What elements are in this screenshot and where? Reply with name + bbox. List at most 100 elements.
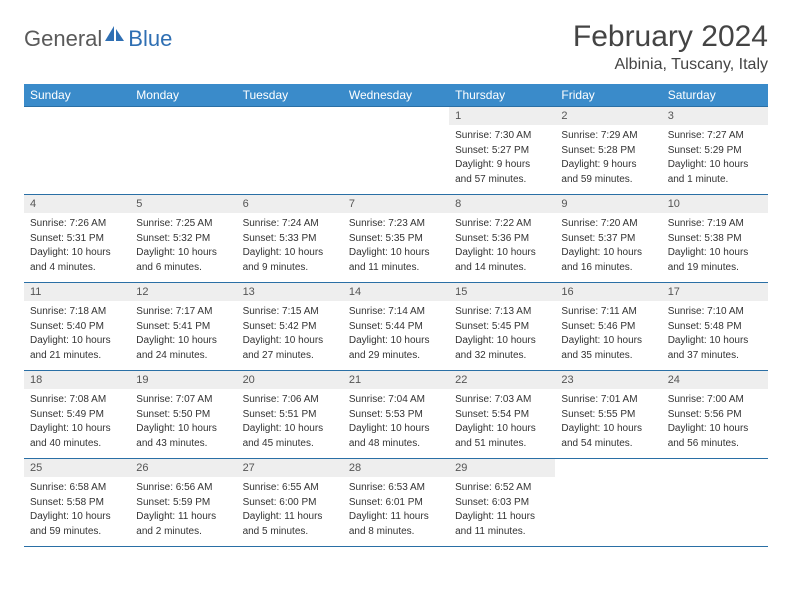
header: General Blue February 2024 Albinia, Tusc… — [24, 20, 768, 74]
day-detail-line: Daylight: 11 hours — [243, 510, 337, 524]
day-details: Sunrise: 6:58 AMSunset: 5:58 PMDaylight:… — [24, 477, 130, 543]
calendar-day-cell: 10Sunrise: 7:19 AMSunset: 5:38 PMDayligh… — [662, 195, 768, 283]
day-detail-line: and 19 minutes. — [668, 261, 762, 275]
day-details: Sunrise: 7:18 AMSunset: 5:40 PMDaylight:… — [24, 301, 130, 367]
day-detail-line: Sunrise: 7:08 AM — [30, 393, 124, 407]
day-number: 15 — [449, 283, 555, 301]
day-header: Wednesday — [343, 84, 449, 107]
day-details: Sunrise: 7:22 AMSunset: 5:36 PMDaylight:… — [449, 213, 555, 279]
calendar-day-cell: 28Sunrise: 6:53 AMSunset: 6:01 PMDayligh… — [343, 459, 449, 547]
day-detail-line: and 24 minutes. — [136, 349, 230, 363]
day-detail-line: and 59 minutes. — [30, 525, 124, 539]
day-number: 23 — [555, 371, 661, 389]
calendar-day-cell: 18Sunrise: 7:08 AMSunset: 5:49 PMDayligh… — [24, 371, 130, 459]
day-detail-line: Sunset: 5:41 PM — [136, 320, 230, 334]
day-detail-line: Daylight: 10 hours — [455, 246, 549, 260]
day-detail-line: Sunset: 5:45 PM — [455, 320, 549, 334]
day-number: 22 — [449, 371, 555, 389]
day-detail-line: and 2 minutes. — [136, 525, 230, 539]
day-detail-line: Sunrise: 7:20 AM — [561, 217, 655, 231]
calendar-day-cell: 4Sunrise: 7:26 AMSunset: 5:31 PMDaylight… — [24, 195, 130, 283]
day-number: 24 — [662, 371, 768, 389]
day-details: Sunrise: 7:10 AMSunset: 5:48 PMDaylight:… — [662, 301, 768, 367]
calendar-day-cell: 5Sunrise: 7:25 AMSunset: 5:32 PMDaylight… — [130, 195, 236, 283]
calendar-day-cell: 12Sunrise: 7:17 AMSunset: 5:41 PMDayligh… — [130, 283, 236, 371]
day-details: Sunrise: 7:13 AMSunset: 5:45 PMDaylight:… — [449, 301, 555, 367]
day-detail-line: Sunset: 5:49 PM — [30, 408, 124, 422]
calendar-day-cell: 1Sunrise: 7:30 AMSunset: 5:27 PMDaylight… — [449, 107, 555, 195]
day-detail-line: Sunset: 5:29 PM — [668, 144, 762, 158]
day-detail-line: Daylight: 9 hours — [455, 158, 549, 172]
day-detail-line: Sunset: 5:55 PM — [561, 408, 655, 422]
day-number: 16 — [555, 283, 661, 301]
calendar-day-cell: 8Sunrise: 7:22 AMSunset: 5:36 PMDaylight… — [449, 195, 555, 283]
day-detail-line: and 9 minutes. — [243, 261, 337, 275]
day-detail-line: Sunrise: 7:30 AM — [455, 129, 549, 143]
day-detail-line: and 54 minutes. — [561, 437, 655, 451]
calendar-day-cell — [130, 107, 236, 195]
day-detail-line: Sunset: 5:40 PM — [30, 320, 124, 334]
day-header: Thursday — [449, 84, 555, 107]
calendar-table: Sunday Monday Tuesday Wednesday Thursday… — [24, 84, 768, 547]
day-detail-line: Sunset: 5:54 PM — [455, 408, 549, 422]
calendar-day-cell: 7Sunrise: 7:23 AMSunset: 5:35 PMDaylight… — [343, 195, 449, 283]
day-detail-line: and 59 minutes. — [561, 173, 655, 187]
day-detail-line: Sunrise: 7:27 AM — [668, 129, 762, 143]
day-detail-line: and 48 minutes. — [349, 437, 443, 451]
day-detail-line: Sunrise: 7:04 AM — [349, 393, 443, 407]
day-number: 28 — [343, 459, 449, 477]
day-detail-line: Sunrise: 7:15 AM — [243, 305, 337, 319]
day-detail-line: Sunrise: 7:13 AM — [455, 305, 549, 319]
day-detail-line: and 32 minutes. — [455, 349, 549, 363]
calendar-day-cell — [662, 459, 768, 547]
day-detail-line: Sunrise: 7:07 AM — [136, 393, 230, 407]
day-detail-line: and 5 minutes. — [243, 525, 337, 539]
day-detail-line: and 37 minutes. — [668, 349, 762, 363]
calendar-week-row: 11Sunrise: 7:18 AMSunset: 5:40 PMDayligh… — [24, 283, 768, 371]
day-detail-line: Daylight: 10 hours — [30, 334, 124, 348]
day-number: 9 — [555, 195, 661, 213]
day-detail-line: and 35 minutes. — [561, 349, 655, 363]
day-detail-line: Daylight: 10 hours — [136, 422, 230, 436]
calendar-day-cell: 23Sunrise: 7:01 AMSunset: 5:55 PMDayligh… — [555, 371, 661, 459]
day-detail-line: Sunset: 5:50 PM — [136, 408, 230, 422]
calendar-day-cell: 11Sunrise: 7:18 AMSunset: 5:40 PMDayligh… — [24, 283, 130, 371]
day-detail-line: Sunset: 5:42 PM — [243, 320, 337, 334]
day-detail-line: Daylight: 10 hours — [349, 422, 443, 436]
day-detail-line: Sunset: 5:48 PM — [668, 320, 762, 334]
day-detail-line: Daylight: 9 hours — [561, 158, 655, 172]
location: Albinia, Tuscany, Italy — [573, 56, 768, 74]
day-detail-line: Sunrise: 6:55 AM — [243, 481, 337, 495]
day-details: Sunrise: 7:15 AMSunset: 5:42 PMDaylight:… — [237, 301, 343, 367]
day-detail-line: Sunset: 5:38 PM — [668, 232, 762, 246]
day-number: 3 — [662, 107, 768, 125]
day-detail-line: Daylight: 10 hours — [561, 246, 655, 260]
day-detail-line: Sunset: 5:28 PM — [561, 144, 655, 158]
day-detail-line: Daylight: 10 hours — [455, 422, 549, 436]
day-header: Tuesday — [237, 84, 343, 107]
day-number: 20 — [237, 371, 343, 389]
day-detail-line: Sunset: 5:33 PM — [243, 232, 337, 246]
day-detail-line: Sunrise: 7:17 AM — [136, 305, 230, 319]
calendar-week-row: 1Sunrise: 7:30 AMSunset: 5:27 PMDaylight… — [24, 107, 768, 195]
day-details: Sunrise: 7:11 AMSunset: 5:46 PMDaylight:… — [555, 301, 661, 367]
day-detail-line: Sunset: 6:01 PM — [349, 496, 443, 510]
calendar-day-cell: 20Sunrise: 7:06 AMSunset: 5:51 PMDayligh… — [237, 371, 343, 459]
day-details: Sunrise: 6:52 AMSunset: 6:03 PMDaylight:… — [449, 477, 555, 543]
month-title: February 2024 — [573, 20, 768, 54]
day-detail-line: and 56 minutes. — [668, 437, 762, 451]
day-detail-line: Daylight: 11 hours — [455, 510, 549, 524]
day-detail-line: Sunset: 5:53 PM — [349, 408, 443, 422]
title-block: February 2024 Albinia, Tuscany, Italy — [573, 20, 768, 74]
day-detail-line: and 51 minutes. — [455, 437, 549, 451]
day-detail-line: and 43 minutes. — [136, 437, 230, 451]
calendar-day-cell: 27Sunrise: 6:55 AMSunset: 6:00 PMDayligh… — [237, 459, 343, 547]
day-detail-line: and 16 minutes. — [561, 261, 655, 275]
day-detail-line: Daylight: 10 hours — [561, 422, 655, 436]
day-details: Sunrise: 7:29 AMSunset: 5:28 PMDaylight:… — [555, 125, 661, 191]
day-detail-line: Sunrise: 7:06 AM — [243, 393, 337, 407]
calendar-day-cell: 19Sunrise: 7:07 AMSunset: 5:50 PMDayligh… — [130, 371, 236, 459]
calendar-week-row: 18Sunrise: 7:08 AMSunset: 5:49 PMDayligh… — [24, 371, 768, 459]
day-details: Sunrise: 7:17 AMSunset: 5:41 PMDaylight:… — [130, 301, 236, 367]
day-detail-line: Sunset: 5:37 PM — [561, 232, 655, 246]
